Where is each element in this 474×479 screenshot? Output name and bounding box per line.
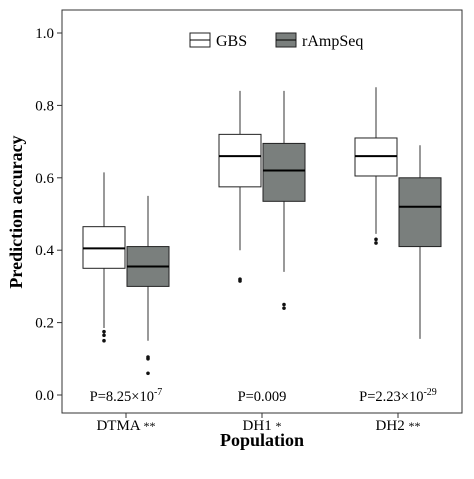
outlier-point bbox=[102, 329, 106, 334]
y-tick-label: 0.4 bbox=[35, 243, 54, 259]
box-iqr bbox=[262, 142, 306, 202]
category-label: DH1 * bbox=[243, 418, 282, 434]
box-rampseq-dh2 bbox=[398, 145, 442, 339]
p-value-label: P=2.23×10-29 bbox=[359, 387, 437, 405]
category-label: DH2 ** bbox=[376, 418, 421, 434]
y-axis-title: Prediction accuracy bbox=[6, 135, 26, 288]
box-gbs-dtma bbox=[82, 172, 126, 343]
y-tick-label: 0.0 bbox=[35, 388, 54, 404]
p-value-label: P=8.25×10-7 bbox=[90, 387, 163, 405]
legend-label-rampseq: rAmpSeq bbox=[302, 33, 363, 50]
y-axis: 0.0 0.2 0.4 0.6 0.8 1.0 bbox=[35, 26, 62, 404]
box-gbs-dh1 bbox=[218, 90, 262, 283]
legend: GBS rAmpSeq bbox=[189, 32, 363, 50]
p-value-label: P=0.009 bbox=[238, 389, 287, 405]
y-tick-label: 0.8 bbox=[35, 98, 54, 114]
outlier-point bbox=[282, 306, 286, 310]
x-axis: P=8.25×10-7 DTMA ** P=0.009 DH1 * P=2.23×10-… bbox=[90, 387, 437, 434]
x-axis-title: Population bbox=[220, 430, 304, 450]
y-tick-label: 1.0 bbox=[35, 26, 54, 42]
category-label: DTMA ** bbox=[96, 418, 155, 434]
outlier-point bbox=[146, 371, 150, 376]
box-gbs-dh2 bbox=[354, 87, 398, 245]
outlier-point bbox=[238, 279, 242, 283]
outlier-point bbox=[282, 302, 286, 307]
box-iqr bbox=[218, 133, 262, 188]
outlier-point bbox=[374, 237, 378, 242]
outlier-point bbox=[374, 241, 378, 245]
legend-label-gbs: GBS bbox=[216, 33, 247, 50]
outlier-point bbox=[102, 338, 106, 343]
box-iqr bbox=[398, 177, 442, 248]
boxes-layer bbox=[82, 87, 442, 376]
y-tick-label: 0.2 bbox=[35, 316, 54, 332]
box-rampseq-dtma bbox=[126, 195, 170, 376]
outlier-point bbox=[146, 357, 150, 361]
outlier-point bbox=[102, 333, 106, 338]
box-rampseq-dh1 bbox=[262, 90, 306, 310]
y-tick-label: 0.6 bbox=[35, 171, 54, 187]
